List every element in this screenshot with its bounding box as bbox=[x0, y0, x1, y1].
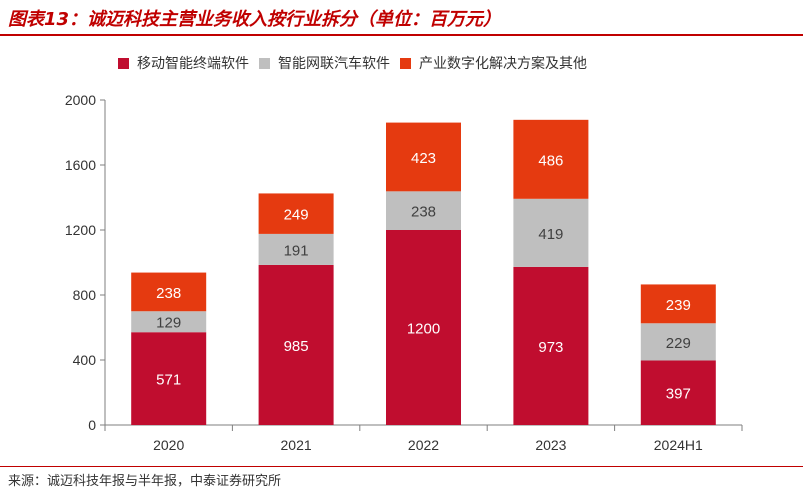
legend-item-auto: 智能网联汽车软件 bbox=[259, 53, 390, 73]
data-label: 985 bbox=[284, 338, 309, 355]
bar-segment-mobile bbox=[131, 332, 207, 425]
bottom-rule bbox=[0, 466, 803, 467]
legend-swatch-digital bbox=[400, 57, 411, 69]
y-tick-label: 400 bbox=[73, 352, 97, 368]
bar-segment-digital bbox=[640, 284, 716, 324]
bar-segment-auto bbox=[386, 191, 461, 230]
legend-swatch-auto bbox=[259, 57, 270, 69]
bar-segment-digital bbox=[258, 193, 334, 234]
bar-segment-digital bbox=[386, 122, 461, 192]
data-label: 239 bbox=[666, 297, 691, 314]
legend-swatch-mobile bbox=[118, 57, 129, 69]
bar-segment-digital bbox=[131, 272, 207, 312]
legend-label-digital: 产业数字化解决方案及其他 bbox=[419, 56, 587, 72]
data-label: 1200 bbox=[407, 321, 440, 338]
data-label: 423 bbox=[411, 150, 436, 167]
x-tick-label: 2020 bbox=[153, 437, 184, 453]
data-label: 571 bbox=[156, 372, 181, 389]
data-label: 397 bbox=[666, 386, 691, 403]
data-label: 249 bbox=[284, 207, 309, 224]
bar-segment-auto bbox=[513, 198, 589, 267]
bar-segment-mobile bbox=[513, 266, 589, 425]
bar-segment-mobile bbox=[258, 264, 334, 425]
data-label: 129 bbox=[156, 315, 181, 332]
bar-segment-mobile bbox=[386, 230, 461, 425]
bar-segment-auto bbox=[640, 323, 716, 361]
bar-segment-mobile bbox=[640, 360, 716, 425]
data-label: 238 bbox=[156, 285, 181, 302]
legend-label-mobile: 移动智能终端软件 bbox=[137, 56, 249, 72]
legend-item-digital: 产业数字化解决方案及其他 bbox=[400, 53, 587, 73]
source-note: 来源：诚迈科技年报与半年报，中泰证券研究所 bbox=[8, 474, 282, 489]
legend: 移动智能终端软件 智能网联汽车软件 产业数字化解决方案及其他 bbox=[118, 53, 597, 73]
x-tick-label: 2024H1 bbox=[654, 437, 703, 453]
data-label: 238 bbox=[411, 204, 436, 221]
x-tick-label: 2022 bbox=[408, 437, 439, 453]
bar-segment-auto bbox=[258, 233, 334, 265]
data-label: 486 bbox=[538, 152, 563, 169]
data-label: 419 bbox=[538, 226, 563, 243]
legend-label-auto: 智能网联汽车软件 bbox=[278, 56, 390, 72]
data-label: 191 bbox=[284, 242, 309, 259]
bar-segment-auto bbox=[131, 311, 207, 333]
x-tick-label: 2021 bbox=[281, 437, 312, 453]
data-label: 973 bbox=[538, 339, 563, 356]
data-label: 229 bbox=[666, 335, 691, 352]
x-tick-label: 2023 bbox=[535, 437, 566, 453]
y-tick-label: 800 bbox=[73, 287, 97, 303]
chart-title: 图表13：诚迈科技主营业务收入按行业拆分（单位：百万元） bbox=[8, 9, 502, 30]
bar-segment-digital bbox=[513, 119, 589, 199]
legend-item-mobile: 移动智能终端软件 bbox=[118, 53, 249, 73]
title-bar: 图表13：诚迈科技主营业务收入按行业拆分（单位：百万元） bbox=[0, 0, 803, 36]
y-tick-label: 1200 bbox=[65, 222, 96, 238]
y-tick-label: 1600 bbox=[65, 157, 96, 173]
y-tick-label: 2000 bbox=[65, 92, 96, 108]
y-tick-label: 0 bbox=[88, 417, 96, 433]
